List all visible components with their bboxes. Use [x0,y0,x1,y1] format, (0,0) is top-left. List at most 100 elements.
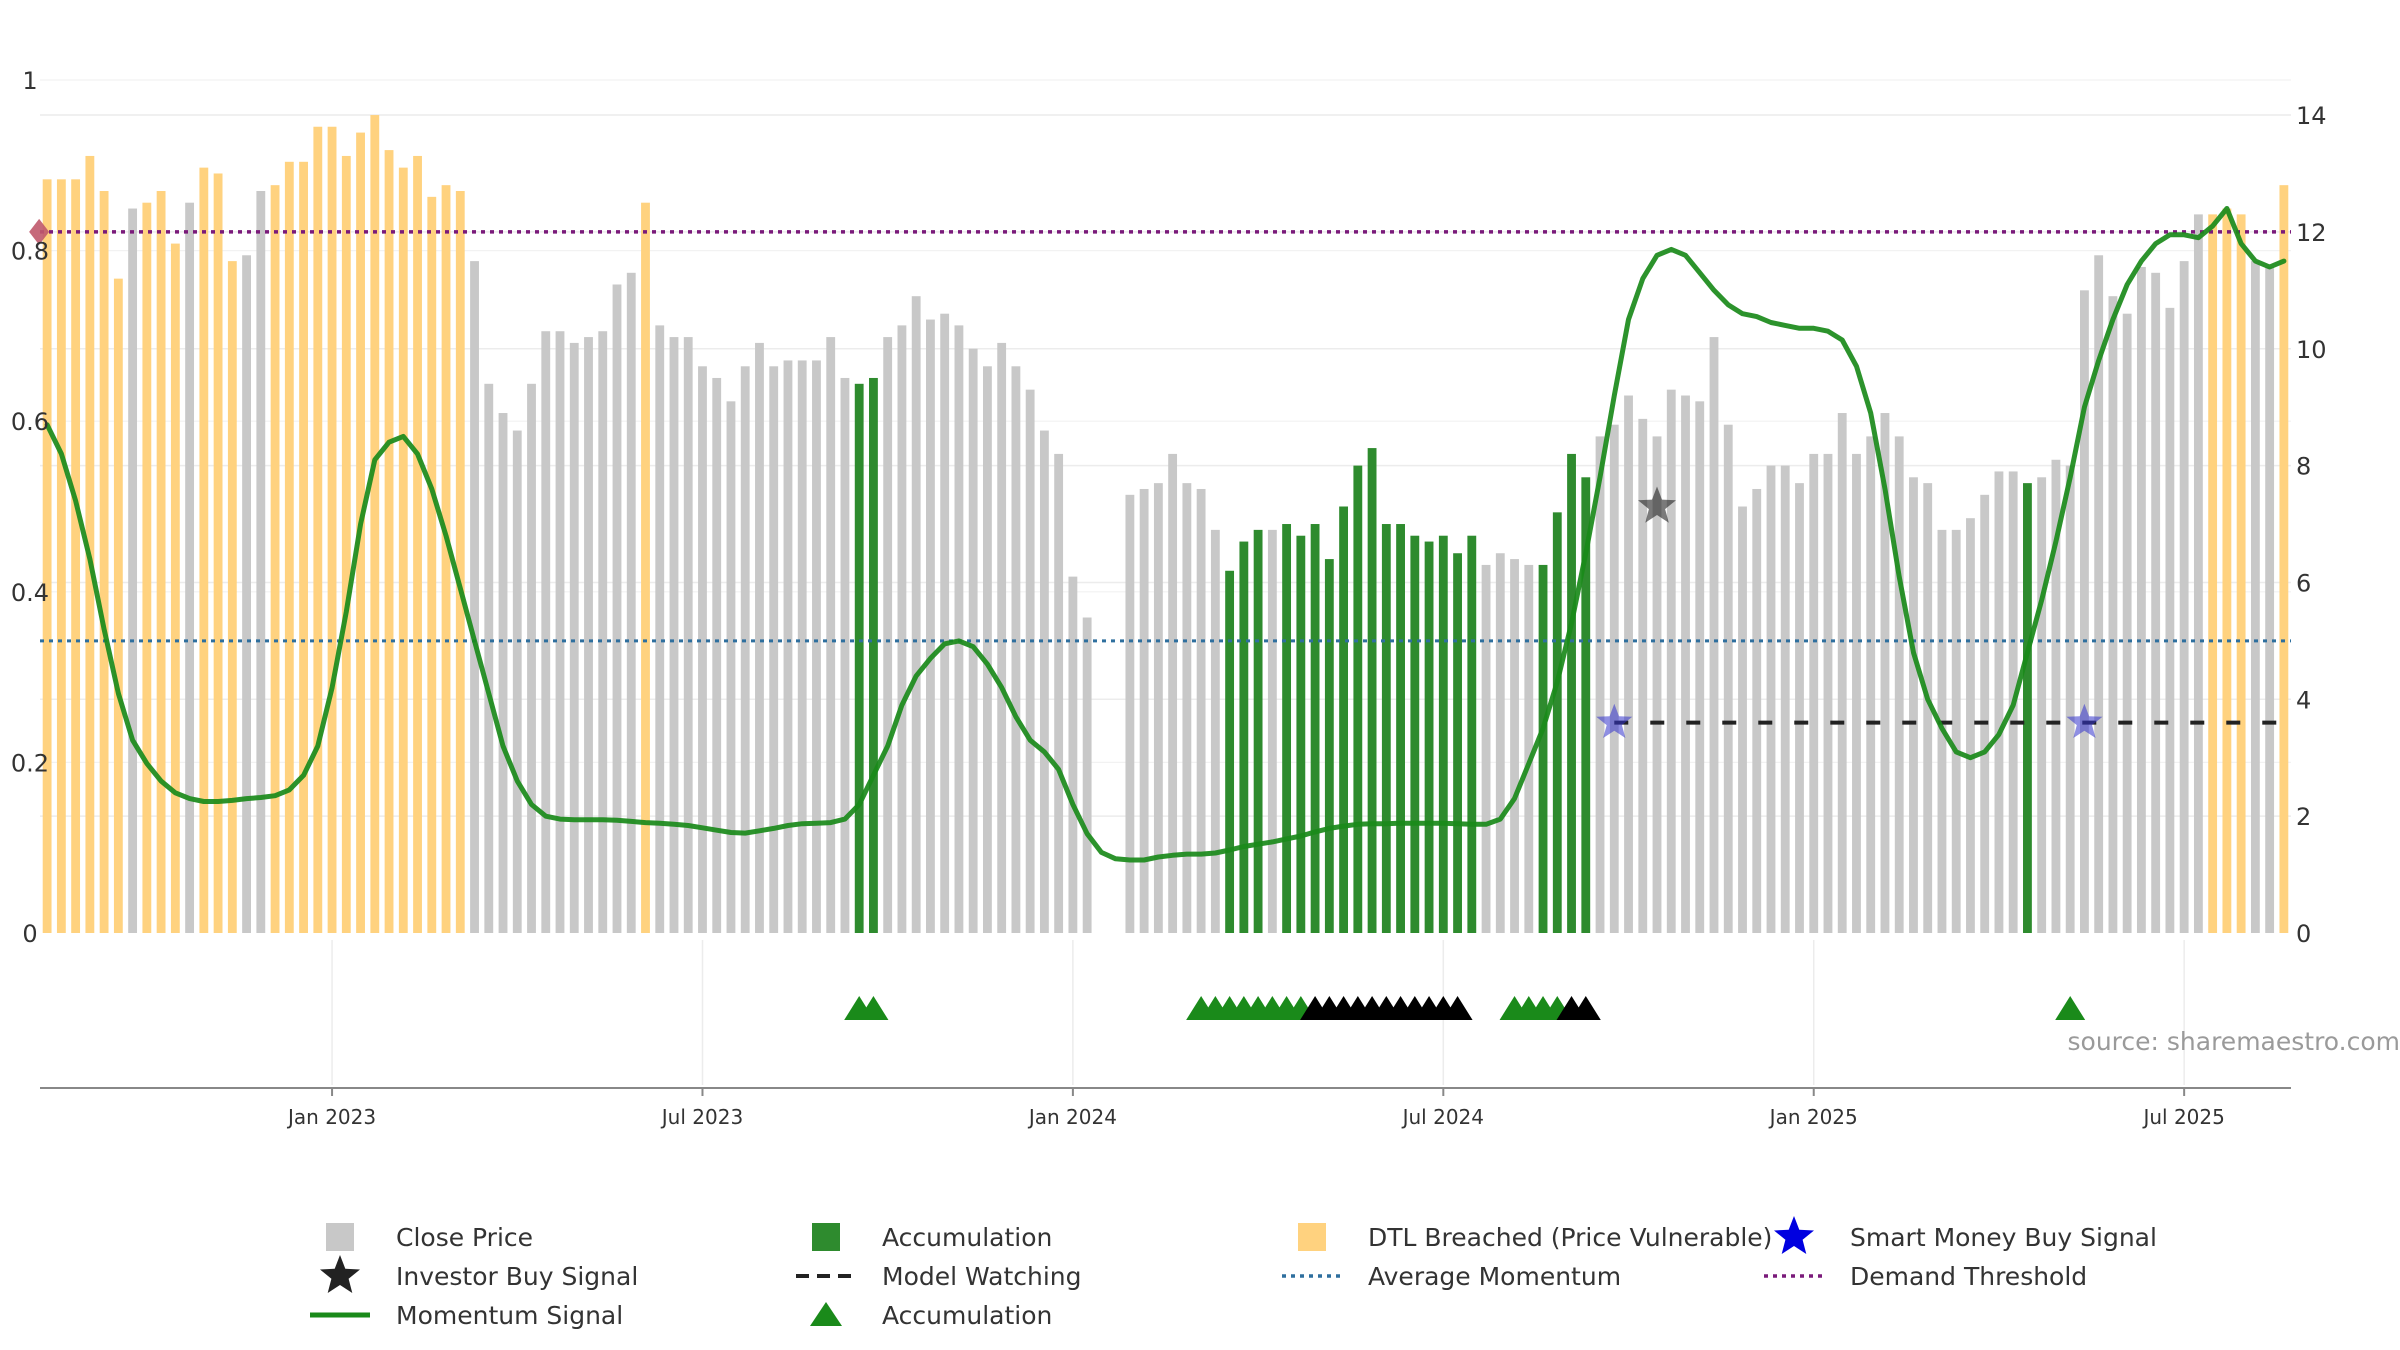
close-price-bar [2179,261,2189,933]
x-tick-label: Jul 2025 [2141,1105,2224,1129]
close-price-bar [470,261,479,933]
y-right-tick-label: 4 [2296,686,2311,714]
dtl-breached-bar [42,179,52,934]
close-price-bar [2037,477,2047,933]
y-left-tick-label: 0.4 [11,579,49,607]
accumulation-bar [1552,512,1562,933]
x-tick-label: Jul 2023 [660,1105,743,1129]
close-price-bar [726,401,736,934]
dtl-breached-bar [2279,185,2289,934]
y-left-tick-label: 0.2 [11,749,49,777]
close-price-bar [1837,413,1847,934]
legend-label: DTL Breached (Price Vulnerable) [1368,1223,1772,1252]
bar-series [42,115,2289,934]
close-price-bar [1524,564,1534,933]
dtl-breached-bar [156,191,166,934]
dtl-breached-bar [284,161,294,933]
x-tick-label: Jan 2025 [1768,1105,1858,1129]
x-tick-label: Jul 2024 [1401,1105,1484,1129]
close-price-bar [1652,436,1662,933]
close-price-bar [1894,436,1904,933]
close-price-bar [2250,261,2260,933]
close-price-bar [2080,290,2089,934]
legend-item: Accumulation [810,1301,1052,1330]
dtl-breached-bar [56,179,66,934]
close-price-bar [1011,366,1021,933]
close-price-bar [2265,266,2275,934]
demand-threshold-marker [29,218,50,245]
dtl-breached-bar [227,261,237,933]
close-price-bar [1980,494,1990,933]
dtl-breached-bar [441,185,451,934]
dtl-breached-bar [413,155,422,934]
close-price-bar [2051,459,2061,933]
accumulation-triangle [858,996,889,1020]
dtl-breached-bar [99,191,109,934]
accumulation-bar [854,383,864,933]
legend-item: Momentum Signal [310,1301,623,1330]
close-price-bar [1595,436,1605,933]
legend-label: Smart Money Buy Signal [1850,1223,2157,1252]
dtl-breached-bar [170,243,180,933]
accumulation-bar [1310,524,1320,933]
legend-square-icon [812,1223,840,1251]
y-right-tick-label: 12 [2296,219,2327,247]
close-price-bar [1723,424,1733,933]
source-label: source: sharemaestro.com [2068,1027,2400,1056]
close-price-bar [968,348,978,933]
close-price-bar [740,366,750,933]
legend-item: Demand Threshold [1764,1262,2087,1291]
close-price-bar [612,284,622,933]
accumulation-bar [1467,535,1477,933]
close-price-bar [2193,214,2203,933]
accumulation-bar [1381,524,1391,933]
accumulation-marker-strip [844,996,2086,1020]
legend-item: Smart Money Buy Signal [1774,1216,2157,1254]
y-left-tick-label: 0.8 [11,238,49,266]
accumulation-bar [1581,477,1591,933]
dtl-breached-bar [2208,214,2218,933]
close-price-bar [655,325,665,934]
dtl-breached-bar [370,115,380,933]
accumulation-bar [1410,535,1420,933]
legend-label: Average Momentum [1368,1262,1621,1291]
momentum-signal-line [44,206,2287,863]
close-price-bar [1025,389,1035,933]
legend-triangle-icon [810,1302,842,1326]
close-price-bar [2165,307,2175,933]
accumulation-triangle [2055,996,2086,1020]
close-price-bar [1880,413,1890,934]
legend-label: Investor Buy Signal [396,1262,638,1291]
close-price-bar [2094,255,2104,933]
accumulation-bar [1239,541,1249,933]
x-tick-label: Jan 2024 [1027,1105,1117,1129]
close-price-bar [982,366,992,933]
close-price-bar [569,342,579,933]
close-price-bar [1624,395,1633,933]
close-price-bar [256,191,266,934]
close-price-bar [1068,576,1078,933]
dtl-breached-bar [455,191,465,934]
close-price-bar [1495,553,1505,933]
signal-markers [29,218,2103,738]
close-price-bar [1210,529,1220,933]
accumulation-bar [1225,570,1235,933]
close-price-bar [1267,529,1277,933]
close-price-bar [1866,436,1876,933]
close-price-bar [1809,453,1819,933]
close-price-bar [911,296,921,933]
accumulation-bar [1424,541,1434,933]
dtl-breached-bar [327,126,337,933]
y-right-tick-label: 2 [2296,803,2311,831]
close-price-bar [1766,465,1776,933]
dtl-breached-bar [641,202,650,934]
accumulation-bar [1353,465,1363,933]
dtl-breached-bar [213,173,223,934]
legend-item: Model Watching [796,1262,1082,1291]
close-price-bar [1609,424,1619,933]
dtl-breached-bar [384,150,394,933]
legend-star-icon [320,1255,360,1293]
legend-label: Momentum Signal [396,1301,623,1330]
close-price-bar [527,383,536,933]
